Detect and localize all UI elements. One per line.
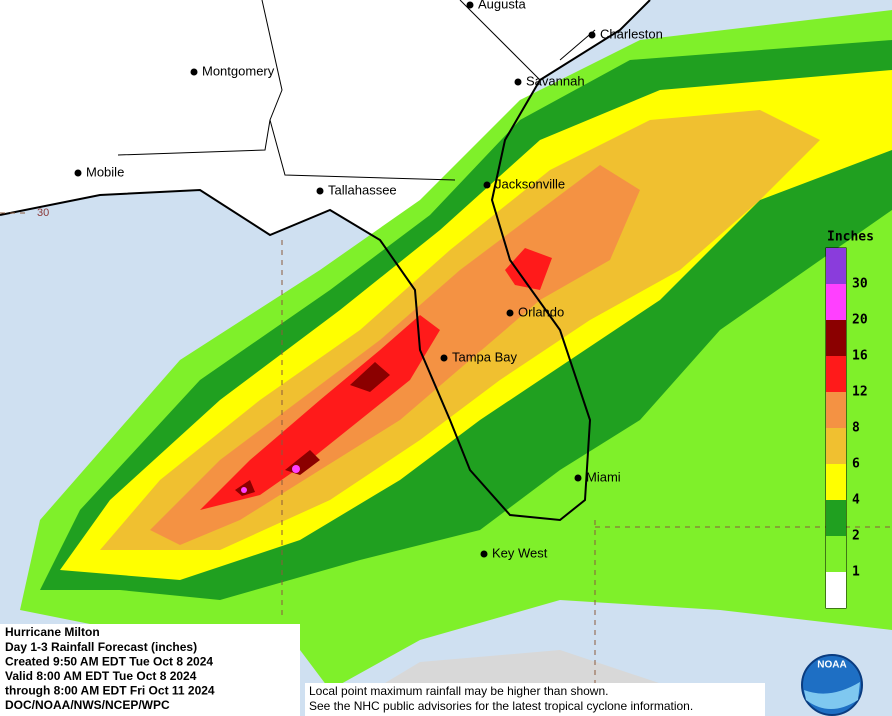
rain-swaths <box>20 10 892 690</box>
legend-swatch <box>826 392 846 428</box>
cities: Augusta Charleston Montgomery Savannah Mobil… <box>74 0 663 560</box>
info-line: Valid 8:00 AM EDT Tue Oct 8 2024 <box>5 669 197 683</box>
legend-swatch <box>826 248 846 284</box>
legend-tick-label: 4 <box>852 493 860 508</box>
legend-swatch <box>826 284 846 320</box>
city-label: Miami <box>586 469 621 484</box>
legend-tick-label: 2 <box>852 529 860 544</box>
disclaimer-line: Local point maximum rainfall may be high… <box>309 684 608 698</box>
noaa-logo: NOAA <box>801 654 863 716</box>
logo-text: NOAA <box>817 660 846 671</box>
legend-swatch <box>826 356 846 392</box>
legend-swatch <box>826 500 846 536</box>
info-line: Day 1-3 Rainfall Forecast (inches) <box>5 640 197 654</box>
city-dot <box>440 354 448 362</box>
city-label: Augusta <box>478 0 526 11</box>
city-label: Orlando <box>518 304 564 319</box>
city-dot <box>74 169 82 177</box>
city-label: Charleston <box>600 26 663 41</box>
disclaimer: Local point maximum rainfall may be high… <box>309 684 693 713</box>
legend-swatch <box>826 464 846 500</box>
city-dot <box>466 1 474 9</box>
city-label: Mobile <box>86 164 124 179</box>
disclaimer-line: See the NHC public advisories for the la… <box>309 699 693 713</box>
legend-swatch <box>826 536 846 572</box>
city-label: Key West <box>492 545 548 560</box>
city-dot <box>506 309 514 317</box>
legend-tick-label: 20 <box>852 313 868 328</box>
legend-tick-label: 1 <box>852 565 860 580</box>
legend-tick-label: 30 <box>852 277 868 292</box>
city-label: Tampa Bay <box>452 349 518 364</box>
city-dot <box>316 187 324 195</box>
info-line: Hurricane Milton <box>5 625 100 639</box>
legend-title: Inches <box>827 230 874 245</box>
city-label: Jacksonville <box>495 176 565 191</box>
legend-swatch <box>826 320 846 356</box>
info-line: Created 9:50 AM EDT Tue Oct 8 2024 <box>5 654 213 668</box>
city-dot <box>190 68 198 76</box>
city-dot <box>574 474 582 482</box>
legend-tick-label: 6 <box>852 457 860 472</box>
legend-swatch <box>826 428 846 464</box>
city-dot <box>480 550 488 558</box>
city-label: Montgomery <box>202 63 275 78</box>
lat-label: 30 <box>37 207 49 219</box>
city-dot <box>514 78 522 86</box>
legend-tick-label: 12 <box>852 385 868 400</box>
state-borders <box>117 0 596 181</box>
info-box <box>0 624 300 716</box>
legend-tick-label: 16 <box>852 349 868 364</box>
legend-swatch <box>826 572 846 608</box>
info-line: through 8:00 AM EDT Fri Oct 11 2024 <box>5 684 215 698</box>
city-dot <box>483 181 491 189</box>
city-label: Savannah <box>526 73 585 88</box>
info-line: DOC/NOAA/NWS/NCEP/WPC <box>5 698 170 712</box>
legend-tick-label: 8 <box>852 421 860 436</box>
city-dot <box>588 31 596 39</box>
city-label: Tallahassee <box>328 182 397 197</box>
disclaimer-box <box>305 683 765 716</box>
coastline <box>0 0 651 522</box>
